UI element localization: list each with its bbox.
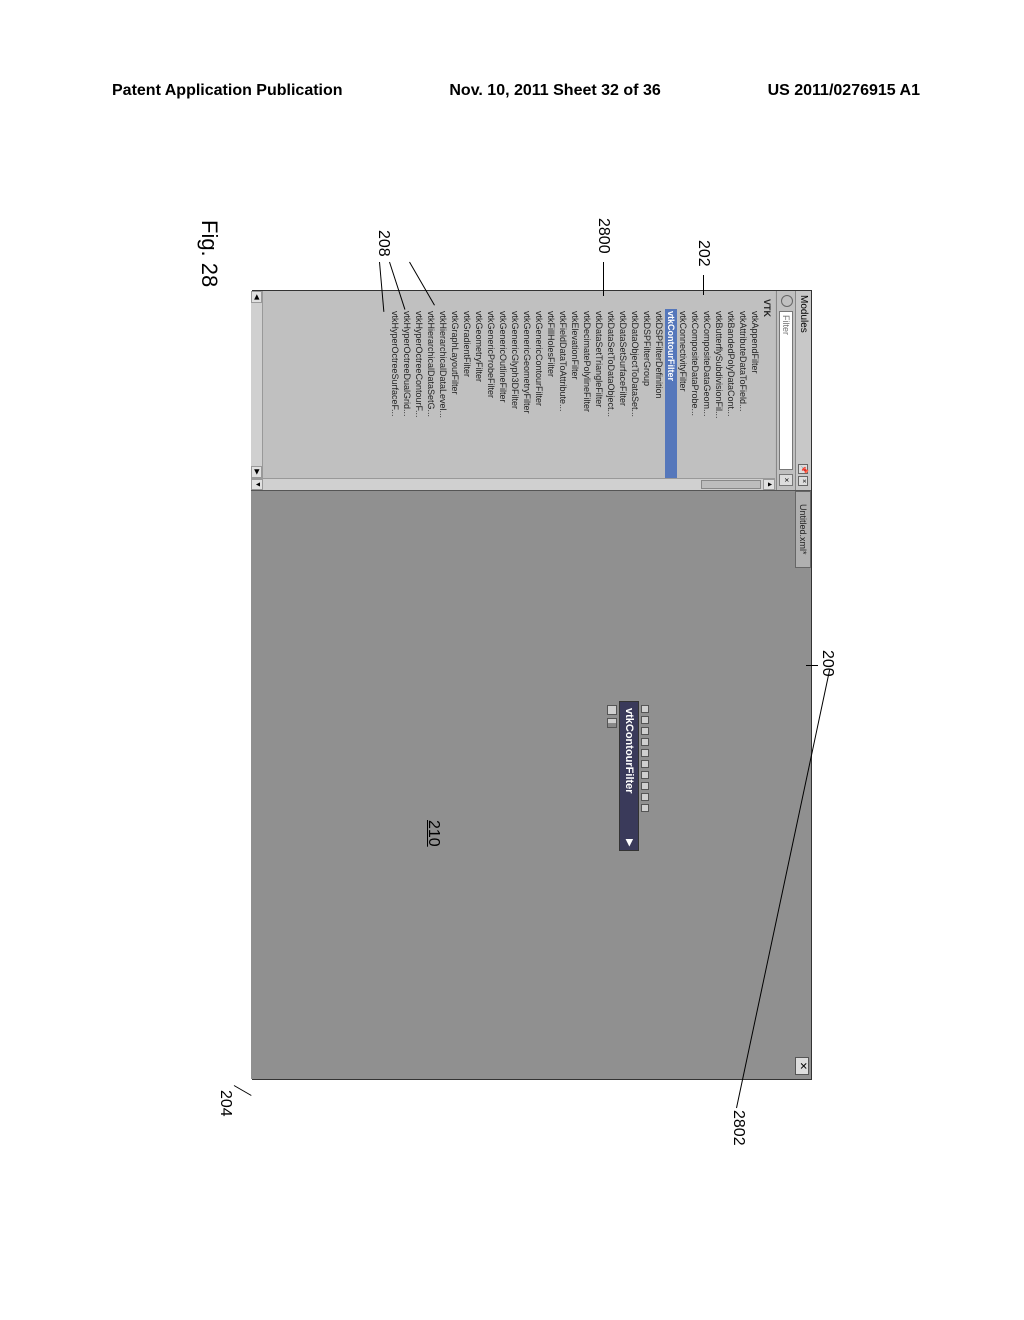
modules-panel: Modules 📌 × × VTK vtkA	[251, 291, 811, 491]
panel-title-text: Modules	[798, 295, 809, 333]
callout-202: 202	[694, 240, 712, 267]
pipeline-node[interactable]: vtkContourFilter	[605, 701, 651, 851]
horizontal-scrollbar[interactable]: ◀ ▶	[251, 291, 263, 478]
panel-pin-icon[interactable]: 📌	[799, 464, 809, 474]
tree-item[interactable]: vtkButterflySubdivisionFil...	[713, 309, 725, 488]
callout-210: 210	[424, 820, 442, 847]
tree-root[interactable]: VTK	[761, 297, 773, 488]
header-right: US 2011/0276915 A1	[768, 82, 920, 100]
callout-200: 200	[818, 650, 836, 677]
callout-2802: 2802	[729, 1110, 747, 1146]
callout-2800: 2800	[594, 218, 612, 254]
tree-item[interactable]: vtkGradientFilter	[461, 309, 473, 488]
input-port[interactable]	[641, 705, 649, 713]
tree-item[interactable]: vtkGenericContourFilter	[533, 309, 545, 488]
panel-titlebar: Modules 📌 ×	[795, 291, 811, 490]
node-output-ports	[605, 701, 619, 851]
tree-item[interactable]: vtkAppendFilter	[749, 309, 761, 488]
callout-line	[234, 1085, 252, 1096]
callout-208: 208	[374, 230, 392, 257]
tree-item[interactable]: vtkHyperOctreeDualGrid...	[401, 309, 413, 488]
tree-item[interactable]: vtkElevationFilter	[569, 309, 581, 488]
module-tree[interactable]: VTK vtkAppendFiltervtkAttributeDataToFie…	[251, 291, 775, 490]
tree-item[interactable]: vtkDSPFilterDefinition	[653, 309, 665, 488]
filter-clear-button[interactable]: ×	[779, 474, 793, 486]
vertical-scrollbar[interactable]: ▲ ▼	[251, 478, 775, 490]
search-icon	[781, 295, 793, 307]
scroll-left-button[interactable]: ◀	[251, 291, 262, 303]
tree-item[interactable]: vtkAttributeDataToField...	[737, 309, 749, 488]
tree-item[interactable]: vtkBandedPolyDataCont...	[725, 309, 737, 488]
tree-item[interactable]: vtkDataSetTriangleFilter	[593, 309, 605, 488]
tree-item[interactable]: vtkGenericOutlineFilter	[497, 309, 509, 488]
tree-item[interactable]: vtkHierarchicalDataSetG...	[425, 309, 437, 488]
input-port[interactable]	[641, 749, 649, 757]
input-port[interactable]	[641, 793, 649, 801]
scroll-right-button[interactable]: ▶	[251, 466, 262, 478]
node-title[interactable]: vtkContourFilter	[619, 701, 639, 851]
tree-item[interactable]: vtkGraphLayoutFilter	[449, 309, 461, 488]
output-port[interactable]	[607, 705, 617, 715]
filter-input[interactable]	[779, 311, 793, 470]
input-port[interactable]	[641, 804, 649, 812]
window-close-button[interactable]: ✕	[795, 1057, 809, 1075]
input-port[interactable]	[641, 738, 649, 746]
tree-item[interactable]: vtkGenericGeometryFilter	[521, 309, 533, 488]
node-input-ports	[639, 701, 651, 851]
tree-item[interactable]: vtkCompositeDataGeom...	[701, 309, 713, 488]
canvas-area[interactable]: Untitled.xml* ✕ vtkContourFilter	[251, 491, 811, 1079]
tree-item[interactable]: vtkGenericProbeFilter	[485, 309, 497, 488]
output-port[interactable]	[607, 718, 617, 728]
input-port[interactable]	[641, 760, 649, 768]
panel-close-icon[interactable]: ×	[799, 476, 809, 486]
callout-line	[603, 262, 604, 296]
tree-item[interactable]: vtkHyperOctreeSurfaceF...	[389, 309, 401, 488]
scroll-up-button[interactable]: ▲	[763, 479, 775, 490]
header-left: Patent Application Publication	[112, 82, 343, 100]
tree-item[interactable]: vtkDSPFilterGroup	[641, 309, 653, 488]
tree-item[interactable]: vtkHierarchicalDataLevel...	[437, 309, 449, 488]
tree-item[interactable]: vtkGeometryFilter	[473, 309, 485, 488]
tree-item[interactable]: vtkDecimatePolylineFilter	[581, 309, 593, 488]
canvas-tab[interactable]: Untitled.xml*	[795, 491, 811, 568]
figure-label: Fig. 28	[196, 220, 222, 287]
input-port[interactable]	[641, 716, 649, 724]
input-port[interactable]	[641, 727, 649, 735]
tree-item[interactable]: vtkDataSetSurfaceFilter	[617, 309, 629, 488]
tree-item[interactable]: vtkFieldDataToAttribute...	[557, 309, 569, 488]
header-center: Nov. 10, 2011 Sheet 32 of 36	[449, 82, 660, 100]
tree-item[interactable]: vtkCompositeDataProbe...	[689, 309, 701, 488]
tree-item[interactable]: vtkDataObjectToDataSet...	[629, 309, 641, 488]
scroll-thumb[interactable]	[701, 480, 761, 489]
tree-item[interactable]: vtkHyperOctreeContourF...	[413, 309, 425, 488]
callout-line	[806, 665, 818, 666]
tree-item[interactable]: vtkFillHolesFilter	[545, 309, 557, 488]
tree-item[interactable]: vtkGenericGlyph3DFilter	[509, 309, 521, 488]
tree-item[interactable]: vtkConnectivityFilter	[677, 309, 689, 488]
tree-item[interactable]: vtkContourFilter	[665, 309, 677, 488]
tree-item[interactable]: vtkDataSetToDataObject...	[605, 309, 617, 488]
scroll-down-button[interactable]: ▼	[251, 479, 263, 490]
input-port[interactable]	[641, 771, 649, 779]
input-port[interactable]	[641, 782, 649, 790]
search-row: ×	[776, 291, 795, 490]
app-window: Modules 📌 × × VTK vtkA	[252, 290, 812, 1080]
callout-line	[703, 275, 704, 295]
callout-204: 204	[216, 1090, 234, 1117]
